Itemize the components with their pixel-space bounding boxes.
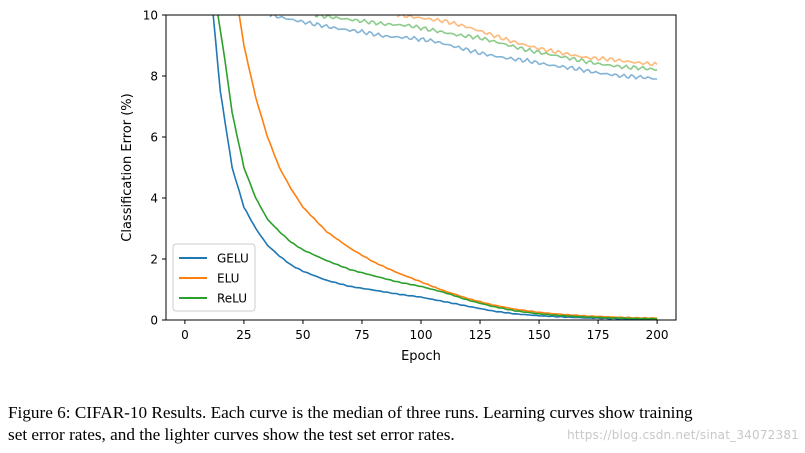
x-tick-label: 125: [469, 328, 492, 342]
caption-line-2: set error rates, and the lighter curves …: [8, 425, 455, 444]
x-tick-label: 200: [646, 328, 669, 342]
legend-label-relu: ReLU: [217, 292, 247, 306]
x-tick-label: 150: [528, 328, 551, 342]
watermark-text: https://blog.csdn.net/sinat_34072381: [567, 428, 799, 442]
y-axis-label: Classification Error (%): [120, 93, 135, 241]
y-tick-label: 0: [150, 314, 158, 328]
x-tick-label: 0: [181, 328, 189, 342]
test-line-elu: [396, 15, 658, 66]
test-line-gelu: [269, 15, 658, 80]
x-tick-label: 175: [587, 328, 610, 342]
x-tick-label: 50: [295, 328, 310, 342]
axis-ticks: 0 25 50 75 100 125 150 175 200 0 2 4 6 8 10: [143, 9, 669, 343]
x-axis-label: Epoch: [401, 349, 441, 364]
x-tick-label: 100: [410, 328, 433, 342]
legend-label-elu: ELU: [217, 272, 239, 286]
learning-curve-chart: 0 25 50 75 100 125 150 175 200 0 2 4 6 8 10 GELU ELU ReL…: [120, 9, 677, 364]
train-line-relu: [217, 15, 658, 320]
train-line-gelu: [212, 15, 658, 320]
y-tick-label: 6: [150, 131, 158, 145]
caption-line-1: Figure 6: CIFAR-10 Results. Each curve i…: [8, 403, 693, 422]
test-line-relu: [314, 15, 658, 71]
train-line-elu: [238, 15, 658, 320]
plot-frame: [165, 14, 677, 321]
y-tick-label: 4: [150, 192, 158, 206]
series-lines: [212, 15, 658, 320]
legend: GELU ELU ReLU: [172, 243, 256, 312]
figure-caption: Figure 6: CIFAR-10 Results. Each curve i…: [8, 402, 803, 446]
x-tick-label: 75: [354, 328, 369, 342]
y-tick-label: 10: [143, 9, 158, 23]
y-tick-label: 8: [150, 70, 158, 84]
legend-label-gelu: GELU: [217, 252, 249, 266]
x-tick-label: 25: [236, 328, 251, 342]
y-tick-label: 2: [150, 253, 158, 267]
legend-box: [172, 243, 256, 312]
